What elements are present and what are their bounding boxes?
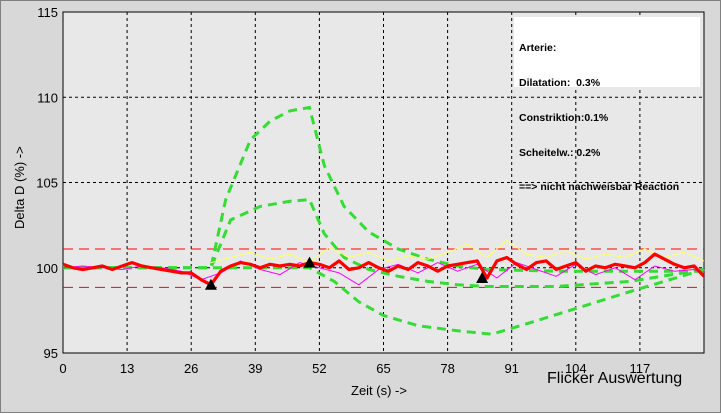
envelope-line (63, 266, 705, 336)
event-markers (204, 256, 489, 290)
tick-labels: 0 13 26 39 52 65 78 91 104 117 95 100 105 110 115 (36, 5, 650, 376)
event-marker-triangle (476, 271, 489, 283)
series-line (62, 252, 706, 287)
series-line (62, 260, 705, 286)
x-tick-label: 91 (504, 361, 518, 376)
x-tick-label: 65 (376, 361, 390, 376)
info-line-3: Constriktion:0.1% (519, 111, 609, 124)
info-line-1: Arterie: (519, 42, 557, 55)
y-tick-label: 110 (37, 90, 58, 105)
y-tick-label: 100 (36, 261, 58, 276)
x-tick-label: 117 (630, 361, 651, 376)
x-axis-title: Zeit (s) -> (351, 383, 407, 398)
y-tick-label: 115 (37, 5, 58, 20)
info-line-5: ==> nicht nachweisbar Reaction (519, 181, 680, 194)
y-tick-label: 95 (44, 346, 58, 361)
event-marker-triangle (204, 278, 217, 290)
footer-title: Flicker Auswertung (547, 370, 683, 387)
series-line (210, 240, 705, 264)
info-line-4: Scheitelw.: 0.2% (519, 146, 601, 159)
y-tick-label: 105 (36, 176, 58, 191)
measurement-series (62, 240, 706, 287)
info-line-2: Dilatation: 0.3% (519, 76, 601, 89)
x-tick-label: 26 (184, 361, 198, 376)
x-tick-label: 104 (565, 361, 587, 376)
event-marker-triangle (303, 256, 316, 268)
result-info-box: Arterie: Dilatation: 0.3% Constriktion:0… (514, 17, 700, 193)
envelope-line (63, 198, 705, 288)
y-axis-title: Delta D (%) -> (12, 146, 27, 229)
reference-band (63, 248, 704, 288)
x-tick-label: 52 (312, 361, 326, 376)
x-tick-label: 39 (248, 361, 262, 376)
x-tick-label: 78 (440, 361, 454, 376)
x-tick-label: 0 (59, 361, 66, 376)
x-tick-label: 13 (120, 361, 134, 376)
